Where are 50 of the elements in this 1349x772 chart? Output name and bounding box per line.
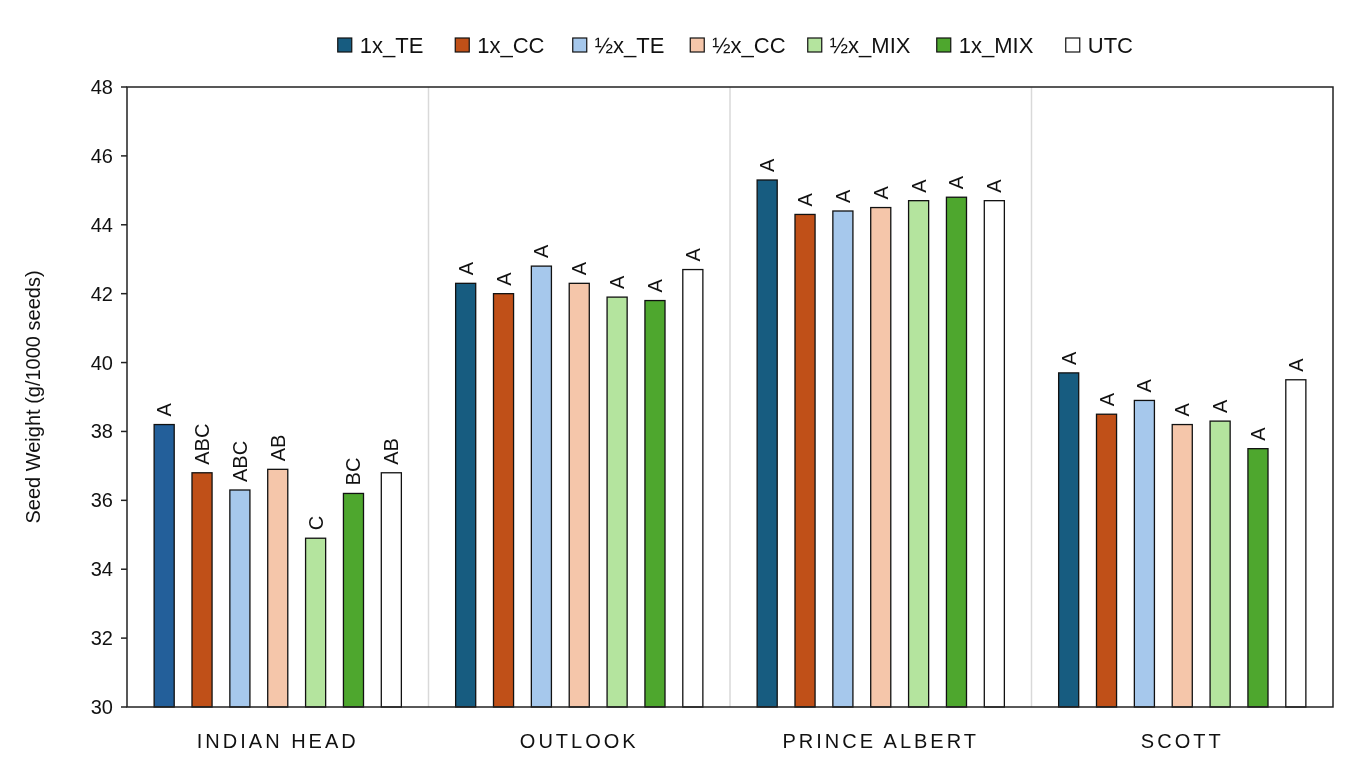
- x-tick-label: SCOTT: [1140, 730, 1224, 752]
- y-tick-label: 48: [90, 76, 113, 98]
- y-tick-label: 42: [90, 282, 113, 305]
- data-label: A: [1246, 426, 1269, 441]
- data-label: A: [568, 261, 591, 276]
- data-label: A: [907, 178, 930, 193]
- data-label: A: [1133, 378, 1156, 393]
- data-label: ABC: [191, 423, 214, 465]
- data-label: A: [1171, 402, 1194, 417]
- data-label: A: [1209, 399, 1232, 414]
- data-label: C: [304, 515, 327, 531]
- data-label: A: [643, 278, 666, 293]
- legend-label: 1x_MIX: [958, 32, 1034, 58]
- x-tick-label: INDIAN HEAD: [196, 730, 359, 752]
- legend-label: ½x_TE: [594, 32, 665, 58]
- data-label: A: [606, 275, 629, 290]
- legend-label: ½x_MIX: [829, 32, 911, 58]
- data-label: A: [983, 178, 1006, 193]
- y-tick-label: 44: [90, 213, 113, 236]
- data-label: A: [869, 185, 892, 200]
- data-label: A: [945, 175, 968, 190]
- data-label: A: [454, 261, 477, 276]
- data-label: A: [1057, 350, 1080, 365]
- data-label: A: [492, 271, 515, 286]
- data-label: A: [153, 402, 176, 417]
- y-tick-label: 36: [90, 489, 113, 512]
- y-axis-title: Seed Weight (g/1000 seeds): [22, 270, 44, 524]
- data-label: AB: [266, 434, 289, 462]
- y-tick-label: 34: [90, 558, 113, 581]
- legend-label: UTC: [1087, 32, 1134, 58]
- data-label: A: [530, 244, 553, 259]
- x-tick-label: PRINCE ALBERT: [782, 730, 979, 752]
- y-tick-label: 46: [90, 144, 113, 167]
- y-tick-label: 38: [90, 420, 113, 443]
- data-label: A: [756, 158, 779, 172]
- data-label: A: [794, 192, 817, 207]
- y-tick-label: 32: [90, 627, 113, 650]
- y-tick-label: 40: [90, 351, 113, 374]
- legend-label: 1x_CC: [477, 32, 545, 58]
- data-label: A: [1284, 357, 1307, 372]
- data-label: A: [831, 189, 854, 203]
- data-label: A: [1095, 392, 1118, 407]
- y-tick-label: 30: [90, 696, 113, 718]
- data-label: AB: [380, 438, 403, 465]
- legend-label: 1x_TE: [359, 32, 424, 58]
- data-label: ABC: [228, 440, 251, 482]
- data-label: A: [681, 247, 704, 262]
- legend-label: ½x_CC: [712, 32, 786, 58]
- x-tick-label: OUTLOOK: [519, 730, 639, 752]
- data-label: BC: [342, 457, 365, 486]
